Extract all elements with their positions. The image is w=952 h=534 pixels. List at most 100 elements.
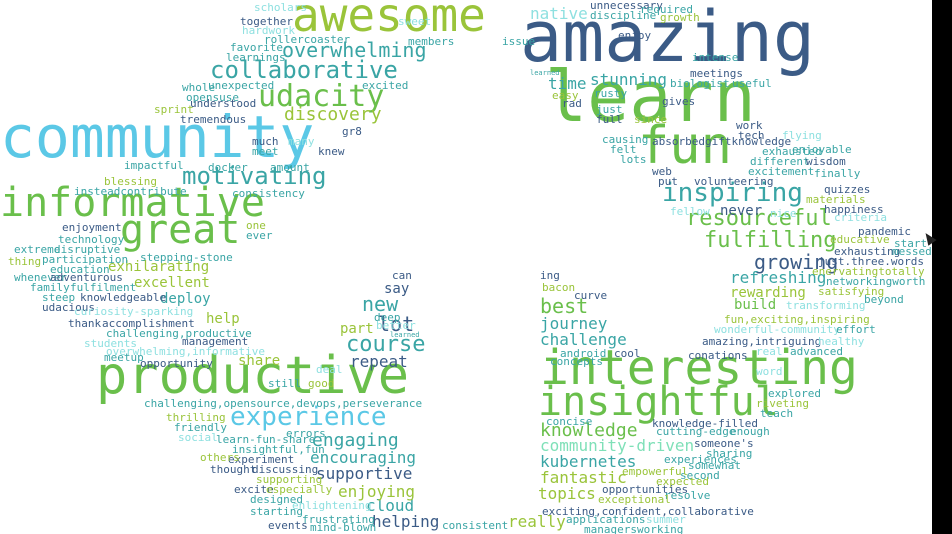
word-flying: flying bbox=[782, 129, 822, 142]
word-build: build bbox=[734, 297, 777, 313]
word-android: android bbox=[560, 347, 607, 360]
word-challenge: challenge bbox=[540, 330, 627, 349]
word-educative: educative bbox=[830, 233, 890, 246]
word-excitement: excitement bbox=[748, 165, 815, 178]
word-together: together bbox=[240, 15, 293, 28]
word-really: really bbox=[508, 512, 566, 531]
word-deep: deep bbox=[374, 311, 401, 324]
word-teach: teach bbox=[760, 407, 794, 420]
word-ever: ever bbox=[246, 229, 273, 242]
word-somewhat: somewhat bbox=[688, 459, 741, 472]
word-fun: fun bbox=[638, 116, 732, 176]
word-sprint: sprint bbox=[154, 103, 194, 116]
word-work: work bbox=[736, 119, 763, 132]
word-learn-fun-share: learn-fun-share bbox=[216, 433, 316, 446]
word-concepts: concepts bbox=[550, 355, 603, 368]
word-community: community bbox=[0, 103, 315, 171]
word-growing: growing bbox=[754, 250, 839, 274]
word-nice: nice bbox=[770, 207, 797, 220]
word-unnecessary: unnecessary bbox=[590, 0, 663, 12]
word-satisfying: satisfying bbox=[818, 285, 885, 298]
word-still: still bbox=[268, 377, 302, 390]
word-applications: applications bbox=[566, 513, 646, 526]
word-cutting-edge: cutting-edge bbox=[656, 425, 736, 438]
word-education: education bbox=[50, 263, 110, 276]
word-insightful: insightful bbox=[538, 379, 779, 425]
word-opportunity: opportunity bbox=[140, 357, 213, 370]
word-consistent: consistent bbox=[442, 519, 509, 532]
word-wonderful: wonderful-community bbox=[714, 323, 840, 336]
word-stunning: stunning bbox=[590, 70, 668, 89]
word-enough: enough bbox=[730, 425, 770, 438]
word-experience: experience bbox=[230, 402, 387, 432]
word-repeat: repeat bbox=[350, 352, 408, 371]
word-just-three: just.three.words bbox=[818, 255, 924, 268]
word-exhausted: exhausted bbox=[762, 145, 822, 158]
word-thought: thought bbox=[210, 463, 257, 476]
word-bacon: bacon bbox=[542, 281, 576, 294]
word-native: native bbox=[530, 4, 588, 23]
word-kubernetes: kubernetes bbox=[540, 452, 637, 471]
word-wisdom: wisdom bbox=[806, 155, 846, 168]
word-experiment: experiment bbox=[228, 453, 295, 466]
word-summer: summer bbox=[646, 513, 686, 526]
word-understood: understood bbox=[190, 97, 257, 110]
word-effort: effort bbox=[836, 323, 876, 336]
word-whole: whole bbox=[182, 81, 216, 94]
word-excited: excited bbox=[362, 79, 409, 92]
word-start: start bbox=[894, 237, 928, 250]
word-useful: useful bbox=[732, 77, 772, 90]
word-exciting-confident: exciting,confident,collaborative bbox=[542, 505, 754, 518]
word-exhilarating: exhilarating bbox=[108, 259, 210, 275]
word-whenever: whenever bbox=[14, 271, 67, 284]
word-blessing: blessing bbox=[104, 175, 157, 188]
word-exceptional: exceptional bbox=[598, 493, 671, 506]
word-enlightening: enlightening bbox=[292, 499, 372, 512]
word-thing: thing bbox=[8, 255, 42, 268]
word-amount: amount bbox=[270, 161, 310, 174]
word-scholars: scholars bbox=[254, 1, 307, 14]
word-members: members bbox=[408, 35, 455, 48]
word-criteria: criteria bbox=[834, 211, 887, 224]
word-interesting: interesting bbox=[540, 340, 858, 396]
word-lot: lot bbox=[378, 312, 415, 336]
word-riveting: riveting bbox=[756, 397, 809, 410]
word-topics: topics bbox=[538, 484, 596, 503]
word-accomplishment: accomplishment bbox=[102, 317, 195, 330]
word-learn: learn bbox=[545, 56, 756, 138]
word-expected: expected bbox=[656, 475, 709, 488]
word-experiences: experiences bbox=[664, 453, 737, 466]
word-felt: felt bbox=[610, 143, 637, 156]
word-knowledgeable: knowledgeable bbox=[80, 291, 167, 304]
word-beyond: beyond bbox=[864, 293, 904, 306]
word-udacious: udacious bbox=[42, 301, 95, 314]
word-inspiring: inspiring bbox=[662, 178, 803, 208]
word-rusty: rusty bbox=[594, 87, 628, 100]
word-supportive: supportive bbox=[316, 464, 413, 483]
word-course: course bbox=[346, 332, 426, 357]
word-knew: knew bbox=[318, 145, 345, 158]
word-excite: excite bbox=[234, 483, 274, 496]
word-best: best bbox=[540, 294, 589, 318]
word-pandemic: pandemic bbox=[858, 225, 911, 238]
word-fun-exciting: fun,exciting,inspiring bbox=[724, 313, 870, 326]
word-sharing: sharing bbox=[706, 447, 753, 460]
word-fellow: fellow bbox=[670, 205, 710, 218]
word-happiness: happiness bbox=[824, 203, 884, 216]
word-better: better bbox=[376, 319, 416, 332]
word-time: time bbox=[548, 74, 587, 93]
word-enjoyable: enjoyable bbox=[792, 143, 852, 156]
word-docker: docker bbox=[208, 161, 248, 174]
word-growth: growth bbox=[660, 11, 700, 24]
word-resourceful: resourceful bbox=[686, 206, 832, 231]
word-discussing: discussing bbox=[252, 463, 319, 476]
word-fulfilling: fulfilling bbox=[704, 228, 837, 253]
word-enjoyment: enjoyment bbox=[62, 221, 122, 234]
word-curve: curve bbox=[574, 289, 608, 302]
word-gr8: gr8 bbox=[342, 125, 362, 138]
word-knowledge-filled: knowledge-filled bbox=[652, 417, 758, 430]
word-management: management bbox=[182, 335, 249, 348]
word-students: students bbox=[84, 337, 137, 350]
word-one: one bbox=[246, 219, 266, 232]
